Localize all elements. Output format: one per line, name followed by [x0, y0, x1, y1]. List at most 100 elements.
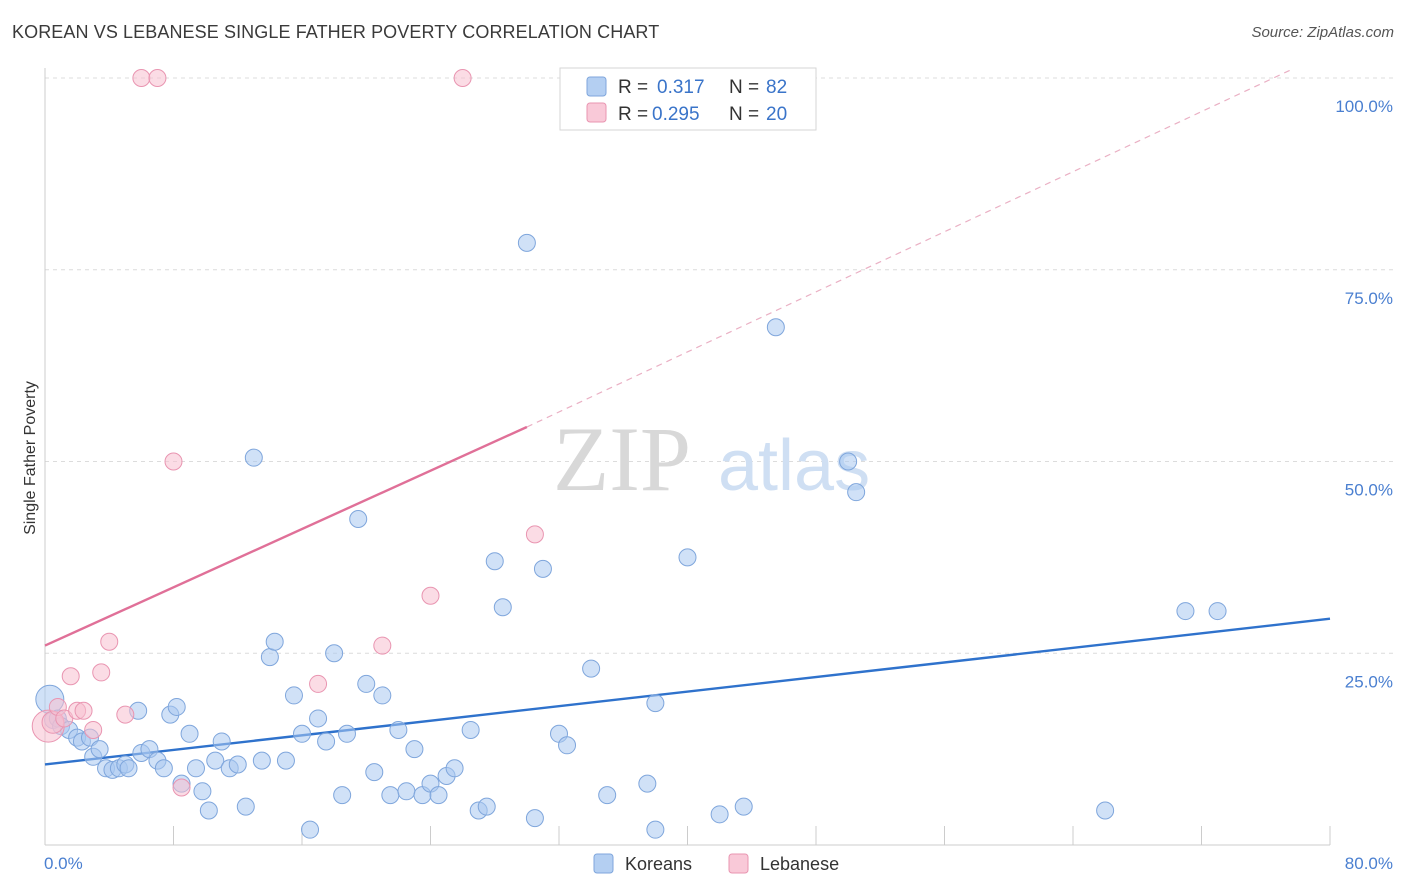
koreans-point	[1208, 602, 1227, 621]
lebanese-point	[373, 636, 392, 655]
koreans-point	[244, 448, 263, 467]
koreans-point	[710, 805, 729, 824]
watermark-zip: ZIP	[553, 408, 691, 510]
lebanese-point	[164, 452, 183, 471]
koreans-point	[180, 724, 199, 743]
koreans-point	[365, 763, 384, 782]
koreans-point	[582, 659, 601, 678]
bottom-legend-lebanese: Lebanese	[760, 854, 839, 874]
koreans-point	[598, 786, 617, 805]
koreans-points	[35, 233, 1227, 839]
grid-lines	[45, 77, 1393, 654]
lebanese-point	[148, 69, 167, 87]
legend-box: R = 0.317 N = 82 R = 0.295 N = 20	[559, 67, 817, 131]
koreans-point	[445, 759, 464, 778]
koreans-point	[678, 548, 697, 567]
tick-labels: 25.0% 50.0% 75.0% 100.0% 0.0% 80.0%	[44, 97, 1393, 873]
koreans-point	[373, 686, 392, 705]
koreans-point	[847, 483, 866, 502]
lebanese-point	[74, 701, 93, 720]
lebanese-point	[172, 778, 191, 797]
koreans-point	[389, 720, 408, 739]
koreans-point	[228, 755, 247, 774]
legend-r-label-koreans: R =	[618, 77, 648, 98]
koreans-point	[349, 510, 368, 529]
y-axis-title: Single Father Poverty	[22, 381, 39, 535]
koreans-point	[485, 552, 504, 571]
koreans-point	[638, 774, 657, 793]
koreans-trend-line	[44, 617, 1331, 766]
bottom-legend-koreans: Koreans	[625, 854, 692, 874]
legend-swatch-lebanese	[586, 102, 607, 123]
legend-n-value-koreans: 82	[766, 77, 787, 98]
koreans-point	[1176, 602, 1195, 621]
koreans-point	[206, 751, 225, 770]
bottom-legend: Koreans Lebanese	[593, 853, 839, 874]
koreans-point	[381, 786, 400, 805]
koreans-point	[405, 740, 424, 759]
lebanese-point	[61, 667, 80, 686]
watermark: ZIP atlas	[553, 408, 870, 510]
koreans-point	[193, 782, 212, 801]
x-tick-label-max: 80.0%	[1345, 854, 1393, 873]
koreans-point	[212, 732, 231, 751]
lebanese-point	[132, 69, 151, 87]
koreans-point	[1096, 801, 1115, 820]
koreans-point	[199, 801, 218, 820]
lebanese-point	[525, 525, 544, 544]
bottom-legend-swatch-lebanese	[728, 853, 749, 874]
lebanese-point	[309, 674, 328, 693]
lebanese-point	[92, 663, 111, 682]
koreans-point	[260, 648, 279, 667]
lebanese-point	[421, 586, 440, 605]
lebanese-trend-line	[44, 425, 528, 647]
trend-lines	[44, 69, 1331, 766]
legend-n-label-lebanese: N =	[729, 104, 759, 125]
koreans-point	[325, 644, 344, 663]
koreans-point	[517, 233, 536, 252]
lebanese-point	[84, 720, 103, 739]
koreans-point	[646, 694, 665, 713]
legend-n-value-lebanese: 20	[766, 104, 787, 125]
bottom-legend-swatch-koreans	[593, 853, 614, 874]
y-tick-label-100: 100.0%	[1335, 97, 1393, 116]
koreans-point	[119, 759, 138, 778]
koreans-point	[333, 786, 352, 805]
lebanese-point	[100, 632, 119, 651]
koreans-point	[646, 820, 665, 839]
koreans-point	[337, 724, 356, 743]
koreans-point	[734, 797, 753, 816]
source-label: Source: ZipAtlas.com	[1251, 24, 1394, 41]
koreans-point	[265, 632, 284, 651]
lebanese-points	[31, 69, 544, 797]
legend-swatch-koreans	[586, 76, 607, 97]
legend-r-value-koreans: 0.317	[657, 77, 705, 98]
koreans-point	[90, 740, 109, 759]
lebanese-trend-extension	[526, 69, 1291, 428]
legend-r-value-lebanese: 0.295	[652, 104, 700, 125]
koreans-point	[154, 759, 173, 778]
koreans-point	[429, 786, 448, 805]
y-tick-label-25: 25.0%	[1345, 672, 1393, 691]
koreans-point	[533, 559, 552, 578]
koreans-point	[252, 751, 271, 770]
chart-title: KOREAN VS LEBANESE SINGLE FATHER POVERTY…	[12, 22, 660, 42]
koreans-point	[309, 709, 328, 728]
koreans-point	[186, 759, 205, 778]
koreans-point	[525, 809, 544, 828]
y-tick-label-50: 50.0%	[1345, 481, 1393, 500]
koreans-point	[236, 797, 255, 816]
koreans-point	[293, 724, 311, 743]
koreans-point	[477, 797, 496, 816]
lebanese-point	[453, 69, 472, 87]
koreans-point	[766, 318, 785, 337]
legend-n-label-koreans: N =	[729, 77, 759, 98]
koreans-point	[284, 686, 303, 705]
lebanese-point	[116, 705, 135, 724]
koreans-point	[317, 732, 336, 751]
koreans-point	[461, 720, 480, 739]
x-tick-label-min: 0.0%	[44, 854, 83, 873]
koreans-point	[558, 736, 577, 755]
koreans-point	[167, 697, 186, 716]
